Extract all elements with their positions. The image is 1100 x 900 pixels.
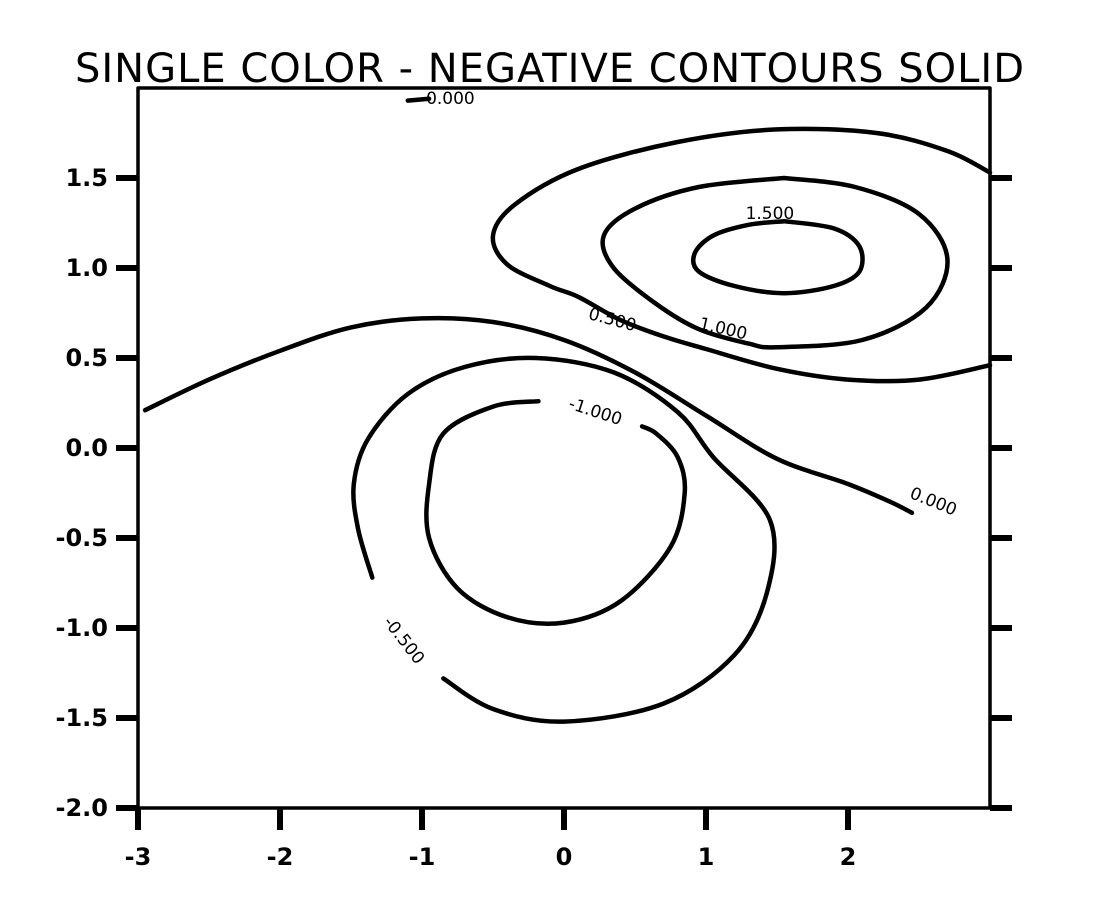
y-tick-label: 1.0 bbox=[65, 254, 108, 282]
y-axis: -2.0 -1.5 -1.0 -0.5 0.0 0.5 1.0 1.5 bbox=[56, 164, 1012, 822]
y-tick-label: -0.5 bbox=[56, 524, 108, 552]
x-tick-label: 1 bbox=[698, 843, 715, 871]
contour-line-6 bbox=[351, 355, 777, 724]
y-tick-label: 1.5 bbox=[65, 164, 108, 192]
x-tick-label: -1 bbox=[409, 843, 436, 871]
contour-line-3 bbox=[142, 315, 915, 516]
contour-label-3: 0.000 bbox=[907, 484, 960, 521]
contour-line-5 bbox=[424, 398, 688, 626]
y-tick-label: 0.5 bbox=[65, 344, 108, 372]
contour-line-4 bbox=[405, 96, 432, 103]
contour-label-0: 1.500 bbox=[746, 204, 795, 224]
y-tick-label: -2.0 bbox=[56, 794, 108, 822]
contour-labels: 1.500 1.000 0.500 0.000 0.000 -1.000 -0.500 bbox=[379, 89, 960, 669]
contour-label-5: -1.000 bbox=[566, 394, 624, 430]
contour-label-1: 1.000 bbox=[697, 314, 749, 344]
y-tick-label: -1.5 bbox=[56, 704, 108, 732]
plot-frame bbox=[136, 86, 992, 810]
x-tick-label: -2 bbox=[267, 843, 294, 871]
contour-label-4: 0.000 bbox=[426, 89, 475, 109]
contour-label-2: 0.500 bbox=[586, 304, 638, 336]
contour-line-0 bbox=[690, 218, 865, 296]
contour-line-2 bbox=[490, 126, 993, 384]
x-tick-label: -3 bbox=[125, 843, 152, 871]
x-tick-label: 0 bbox=[556, 843, 573, 871]
y-tick-label: 0.0 bbox=[65, 434, 108, 462]
contour-label-6: -0.500 bbox=[379, 613, 429, 669]
x-axis: -3 -2 -1 0 1 2 bbox=[125, 808, 857, 871]
contour-lines bbox=[142, 96, 993, 724]
y-tick-label: -1.0 bbox=[56, 614, 108, 642]
x-tick-label: 2 bbox=[840, 843, 857, 871]
chart-title: SINGLE COLOR - NEGATIVE CONTOURS SOLID bbox=[75, 46, 1025, 92]
contour-line-1 bbox=[600, 175, 950, 350]
